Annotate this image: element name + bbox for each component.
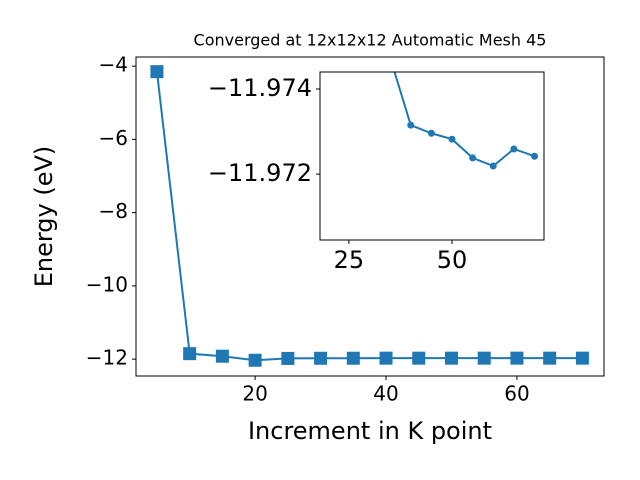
marker [150, 65, 164, 79]
marker [412, 351, 426, 365]
marker [215, 349, 229, 363]
marker [510, 351, 524, 365]
marker [379, 351, 393, 365]
x-tick-label: 40 [373, 382, 398, 406]
x-tick-label: 50 [437, 246, 468, 274]
x-tick-label: 25 [334, 246, 365, 274]
y-axis-label: Energy (eV) [30, 146, 58, 288]
plot-frame [135, 56, 605, 377]
marker [448, 135, 456, 143]
marker [543, 351, 557, 365]
series-line [393, 72, 535, 168]
y-tick-label: −8 [99, 199, 128, 223]
marker [346, 351, 360, 365]
y-tick-label: −4 [99, 53, 128, 77]
plot-frame [319, 71, 545, 241]
marker [477, 351, 491, 365]
y-tick-label: −11.974 [208, 74, 312, 102]
marker [575, 351, 589, 365]
marker [510, 145, 518, 153]
marker [531, 152, 539, 160]
y-tick-label: −6 [99, 126, 128, 150]
y-tick-label: −10 [86, 272, 128, 296]
marker [314, 351, 328, 365]
marker [444, 351, 458, 365]
y-tick-label: −11.972 [208, 159, 312, 187]
marker [407, 121, 415, 129]
plot-area [320, 72, 544, 240]
marker [281, 351, 295, 365]
plot-content [150, 65, 589, 367]
x-tick-label: 60 [504, 382, 529, 406]
marker [248, 353, 262, 367]
x-tick-label: 20 [242, 382, 267, 406]
marker [489, 162, 497, 170]
plot-content [393, 72, 539, 170]
marker [469, 154, 477, 162]
x-axis-label: Increment in K point [248, 417, 492, 445]
y-tick-label: −12 [86, 346, 128, 370]
marker [427, 129, 435, 137]
marker [183, 347, 197, 361]
chart-title: Converged at 12x12x12 Automatic Mesh 45 [194, 31, 547, 50]
